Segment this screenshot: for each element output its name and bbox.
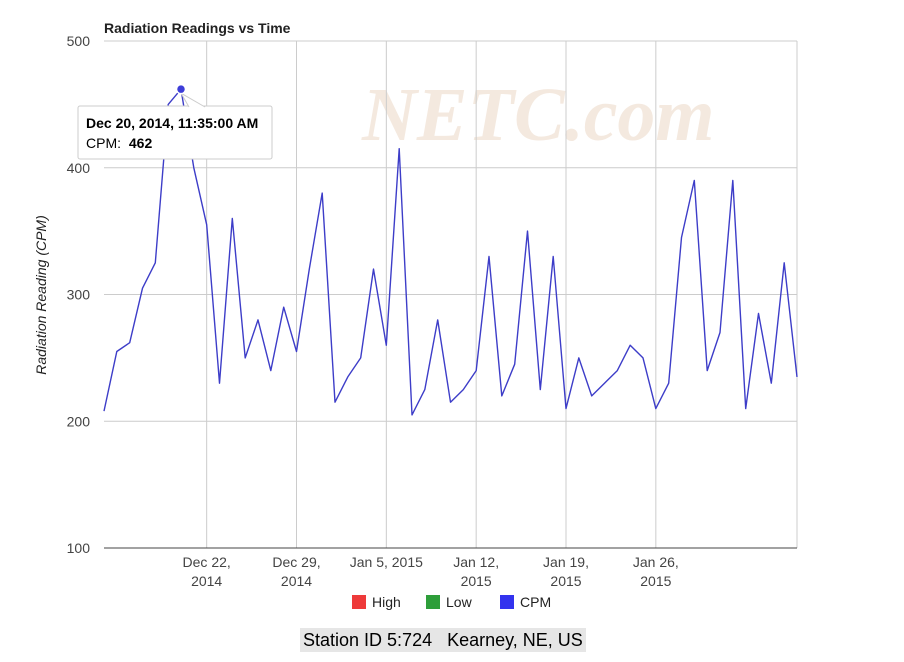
- legend-label-low: Low: [446, 594, 473, 610]
- legend-swatch-cpm: [500, 595, 514, 609]
- chart-title: Radiation Readings vs Time: [104, 20, 291, 36]
- highlighted-data-point[interactable]: [175, 83, 187, 95]
- tooltip-value: 462: [129, 135, 153, 151]
- legend: High Low CPM: [352, 594, 551, 610]
- x-tick-label: Dec 22,: [183, 554, 231, 570]
- y-tick-label: 400: [67, 160, 91, 176]
- y-tick-label: 300: [67, 287, 91, 303]
- series-line-cpm: [103, 88, 798, 416]
- x-tick-label-year: 2015: [550, 573, 581, 589]
- x-tick-label: Jan 5, 2015: [350, 554, 423, 570]
- axis-ticks: 100 200 300 400 500 Dec 22, 2014 Dec 29, 2014 Jan…: [67, 33, 679, 589]
- tooltip-date: Dec 20, 2014, 11:35:00 AM: [86, 115, 258, 131]
- legend-swatch-high: [352, 595, 366, 609]
- x-tick-label: Jan 26,: [633, 554, 679, 570]
- legend-swatch-low: [426, 595, 440, 609]
- x-tick-label-year: 2015: [640, 573, 671, 589]
- legend-label-high: High: [372, 594, 401, 610]
- x-tick-label-year: 2014: [281, 573, 312, 589]
- tooltip-pointer: [179, 91, 206, 108]
- tooltip-value-line: CPM: 462: [86, 135, 152, 151]
- station-footer: Station ID 5:724 Kearney, NE, US: [300, 628, 586, 652]
- x-tick-label: Dec 29,: [272, 554, 320, 570]
- legend-label-cpm: CPM: [520, 594, 551, 610]
- x-tick-label: Jan 12,: [453, 554, 499, 570]
- y-tick-label: 500: [67, 33, 91, 49]
- gridlines: [104, 40, 798, 549]
- tooltip-series-label: CPM:: [86, 135, 121, 151]
- watermark: NETC.com: [361, 73, 715, 157]
- y-axis-label: Radiation Reading (CPM): [33, 215, 49, 375]
- tooltip: Dec 20, 2014, 11:35:00 AM CPM: 462: [77, 91, 273, 160]
- y-tick-label: 100: [67, 540, 91, 556]
- x-tick-label-year: 2014: [191, 573, 222, 589]
- x-tick-label-year: 2015: [461, 573, 492, 589]
- x-tick-label: Jan 19,: [543, 554, 589, 570]
- tooltip-box: [77, 105, 273, 160]
- y-tick-label: 200: [67, 413, 91, 429]
